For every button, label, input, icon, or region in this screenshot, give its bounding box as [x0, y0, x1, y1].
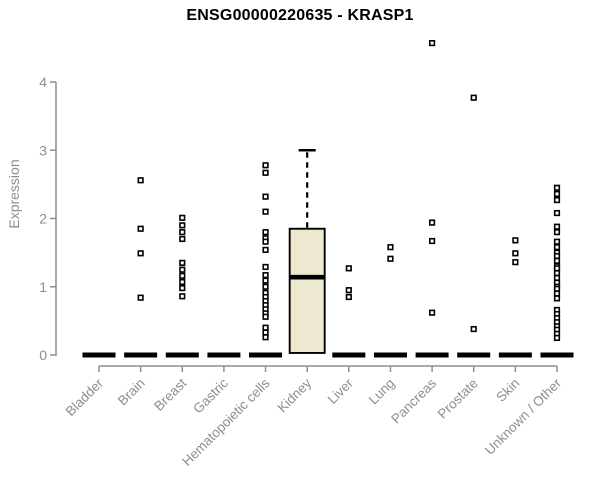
outlier-point — [137, 225, 144, 232]
outlier-point — [179, 229, 186, 236]
outlier-point — [553, 238, 561, 245]
outlier-point — [137, 294, 144, 301]
x-category-label: Lung — [366, 376, 398, 408]
outlier-point — [512, 237, 519, 244]
outlier-point — [553, 257, 561, 264]
zero-median-bar — [332, 352, 366, 358]
x-category-label: Kidney — [275, 375, 315, 415]
outlier-point — [262, 229, 269, 236]
outlier-point — [179, 222, 186, 229]
x-category-label: Liver — [325, 375, 357, 407]
outlier-point — [262, 162, 269, 169]
outlier-point — [179, 266, 186, 273]
zero-median-bar — [540, 352, 574, 358]
outlier-point — [262, 329, 269, 336]
outlier-point — [470, 325, 477, 333]
outlier-point — [262, 313, 269, 320]
outlier-point — [428, 237, 436, 245]
zero-median-bar — [165, 352, 199, 358]
x-category-label: Pancreas — [388, 375, 439, 426]
outlier-point — [553, 269, 561, 277]
outlier-point — [262, 272, 269, 279]
outlier-point — [553, 295, 561, 302]
zero-median-bar — [249, 352, 283, 358]
y-axis-title: Expression — [6, 159, 22, 229]
outlier-point — [345, 265, 352, 272]
x-category-label: Breast — [151, 375, 189, 413]
outlier-point — [470, 94, 477, 101]
zero-median-bar — [207, 352, 241, 358]
outlier-point — [262, 334, 269, 341]
outlier-point — [262, 246, 269, 253]
outlier-point — [345, 287, 352, 294]
y-tick-label: 0 — [39, 347, 47, 363]
x-category-label: Skin — [493, 376, 522, 405]
outlier-point — [428, 39, 436, 47]
outlier-point — [553, 229, 561, 236]
zero-median-bar — [457, 352, 491, 358]
outlier-point — [137, 250, 144, 257]
y-tick-label: 4 — [39, 74, 47, 90]
outlier-point — [262, 263, 269, 271]
outlier-point — [262, 208, 269, 215]
outlier-point — [262, 283, 269, 290]
outlier-point — [179, 272, 186, 279]
outlier-point — [553, 334, 561, 342]
x-category-label: Prostate — [435, 376, 481, 422]
outlier-point — [262, 238, 269, 245]
outlier-point — [179, 278, 186, 286]
outlier-point — [553, 223, 561, 230]
outlier-point — [553, 209, 561, 217]
outlier-point — [553, 290, 561, 297]
chart-title: ENSG00000220635 - KRASP1 — [186, 7, 414, 24]
zero-median-bar — [124, 352, 158, 358]
outlier-point — [262, 169, 269, 176]
outlier-point — [512, 250, 519, 257]
outlier-point — [553, 265, 561, 272]
y-tick-label: 1 — [39, 279, 47, 295]
x-category-label: Brain — [115, 376, 148, 409]
y-tick-label: 3 — [39, 142, 47, 158]
x-category-label: Gastric — [190, 375, 231, 416]
outlier-point — [553, 244, 561, 251]
outlier-point — [179, 214, 186, 221]
outlier-point — [428, 309, 436, 316]
outlier-point — [179, 259, 186, 266]
outlier-point — [137, 177, 144, 184]
zero-median-bar — [373, 352, 407, 358]
outlier-point — [345, 293, 352, 301]
outlier-point — [553, 285, 561, 292]
x-category-label: Unknown / Other — [482, 375, 565, 458]
outlier-point — [179, 285, 186, 292]
zero-median-bar — [82, 352, 116, 358]
outlier-point — [553, 184, 561, 191]
outlier-point — [262, 193, 269, 200]
outlier-point — [387, 244, 394, 251]
outlier-point — [179, 293, 186, 300]
outlier-point — [428, 219, 436, 226]
outlier-point — [553, 190, 561, 198]
outlier-point — [262, 277, 269, 284]
outlier-point — [387, 255, 394, 262]
zero-median-bar — [498, 352, 532, 358]
x-category-label: Bladder — [63, 375, 107, 419]
outlier-point — [179, 235, 186, 243]
box — [288, 227, 326, 354]
y-tick-label: 2 — [39, 211, 47, 227]
outlier-point — [553, 196, 561, 204]
outlier-point — [553, 274, 561, 281]
zero-median-bar — [415, 352, 449, 358]
outlier-point — [262, 324, 269, 331]
outlier-point — [553, 252, 561, 260]
outlier-point — [512, 259, 519, 266]
